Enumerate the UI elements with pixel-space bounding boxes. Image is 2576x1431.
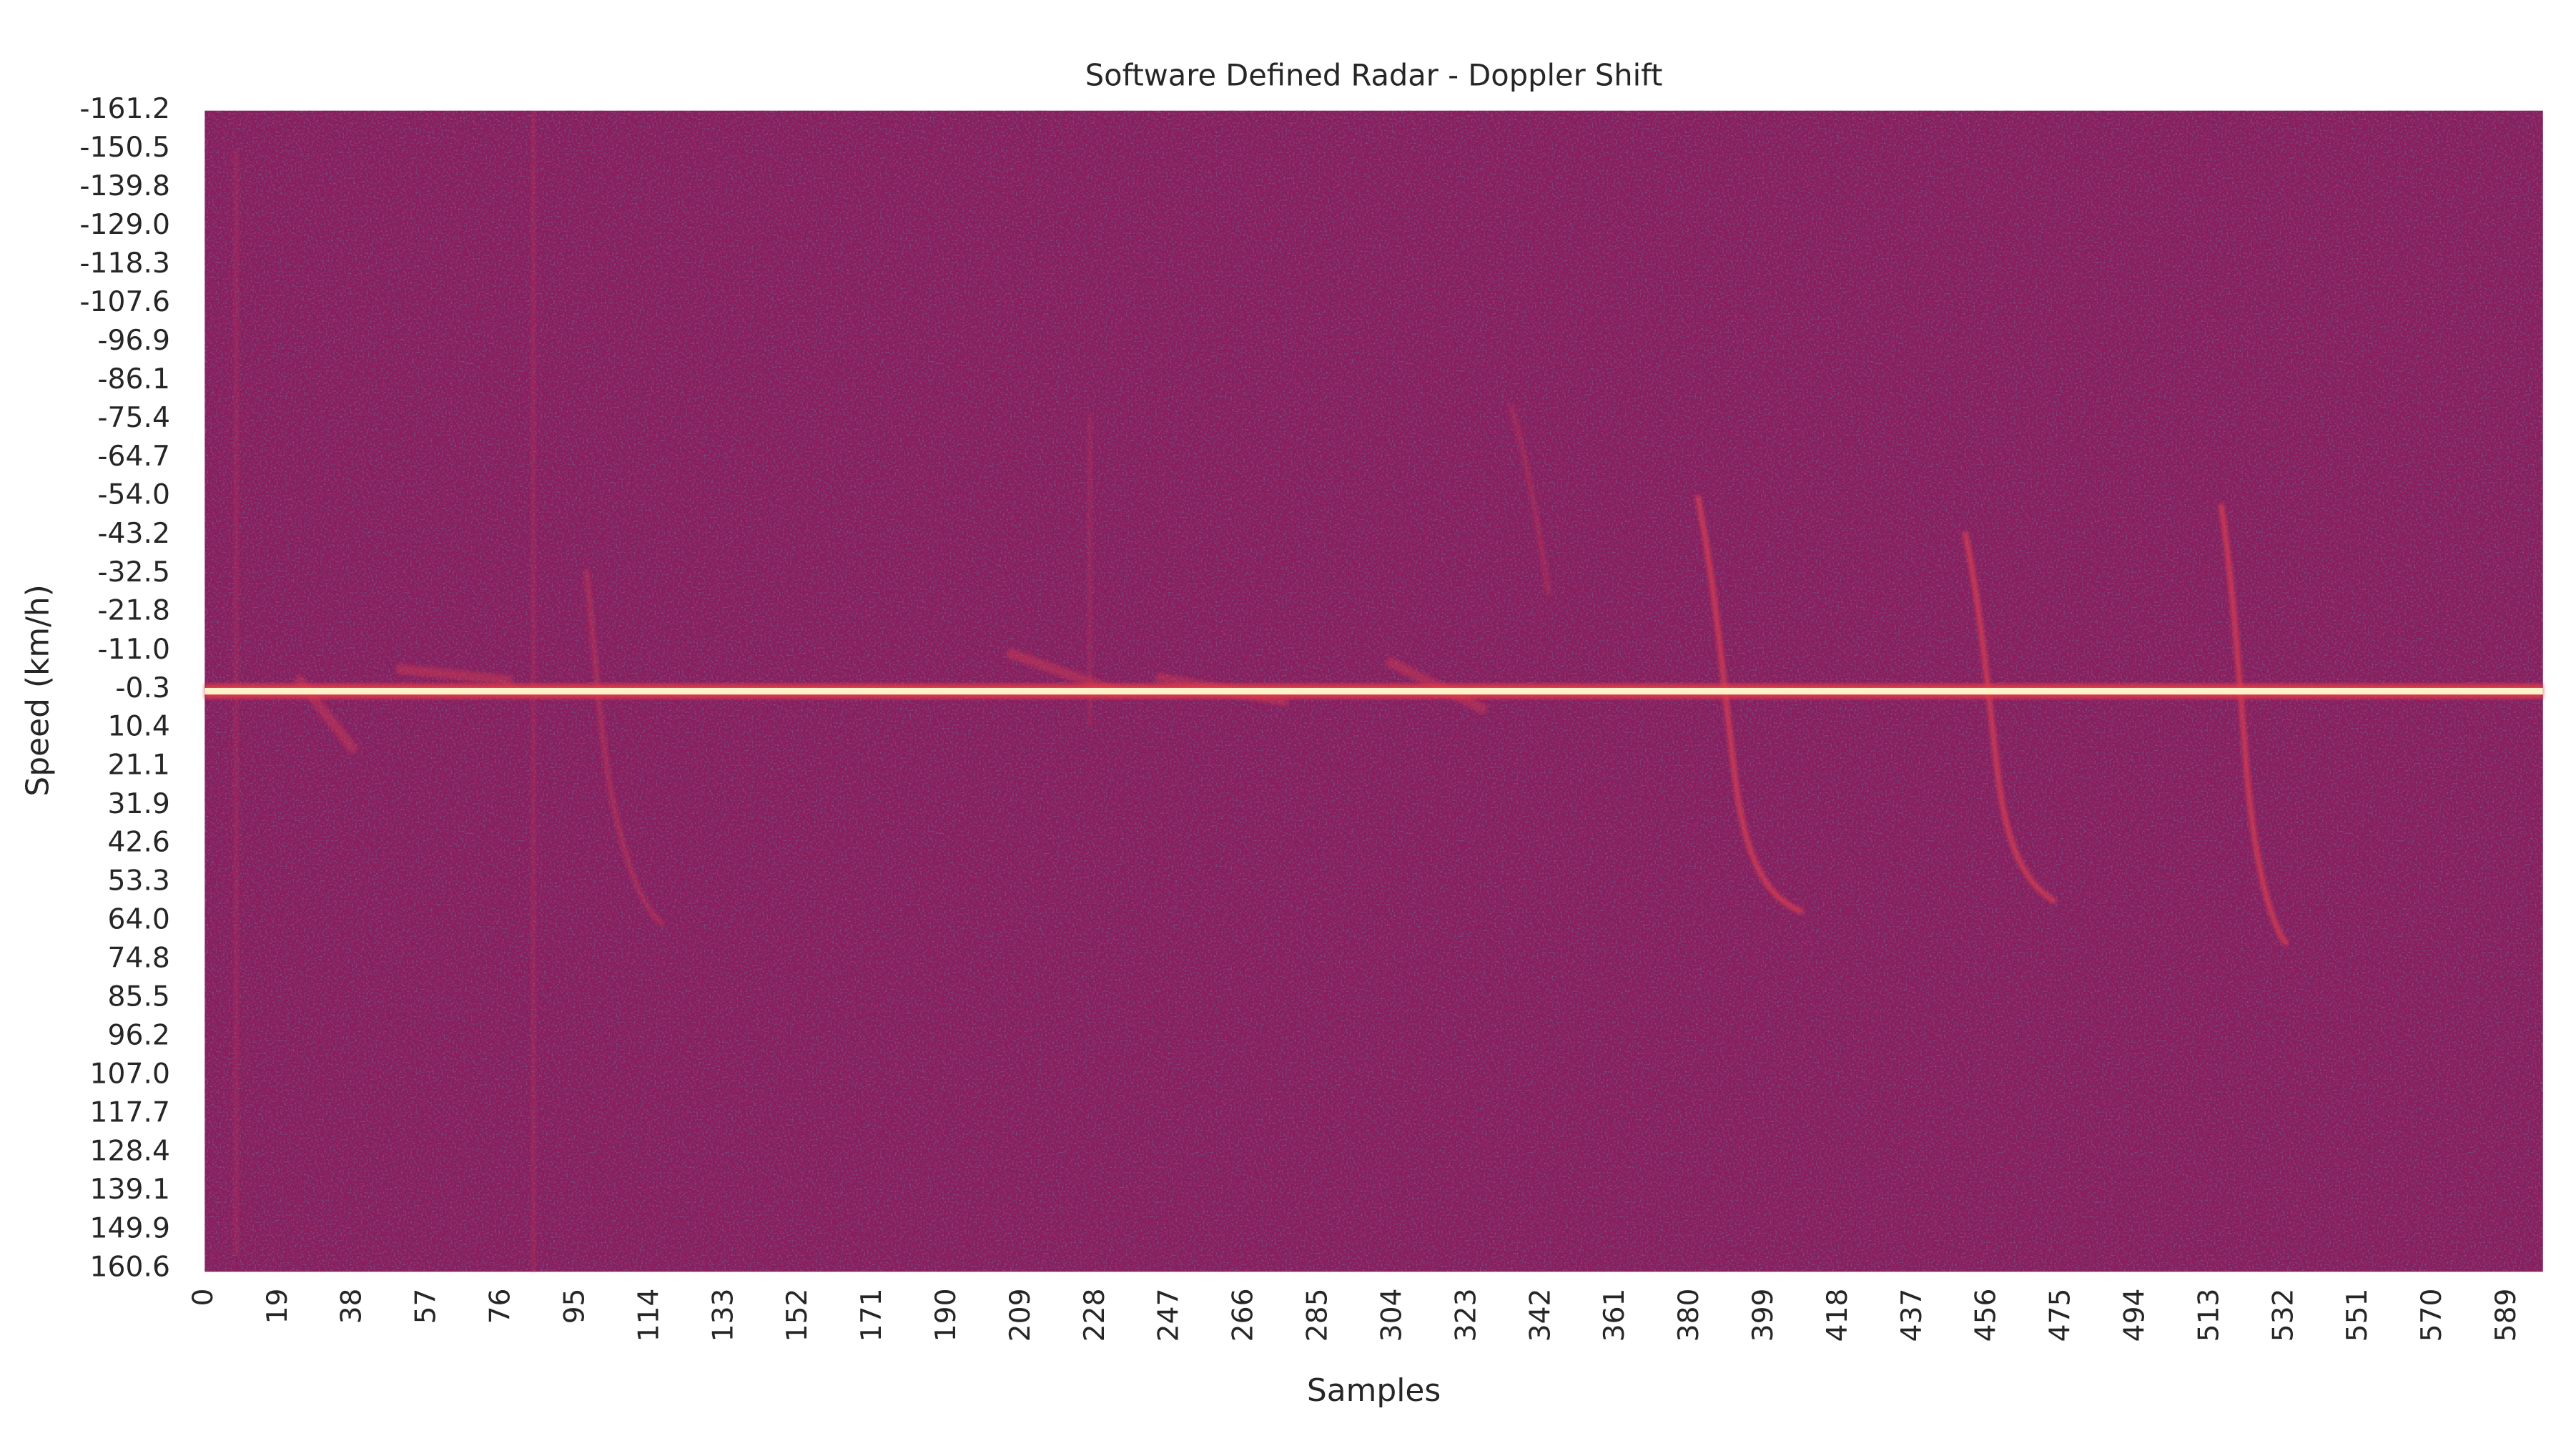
y-tick-label: -107.6	[79, 286, 170, 318]
y-tick-label: 139.1	[90, 1174, 170, 1206]
y-tick-label: -11.0	[97, 634, 170, 666]
y-tick-label: 64.0	[108, 903, 170, 935]
y-tick-label: 85.5	[108, 980, 170, 1013]
x-tick-label: 437	[1896, 1288, 1928, 1342]
x-tick-label: 19	[262, 1288, 294, 1324]
signal-trace	[2218, 503, 2289, 947]
x-tick-label: 570	[2416, 1288, 2448, 1342]
y-tick-label: 160.6	[90, 1251, 170, 1283]
y-tick-label: -96.9	[97, 325, 170, 357]
y-tick-label: -0.3	[115, 672, 170, 704]
x-tick-label: 285	[1302, 1288, 1334, 1342]
x-tick-label: 418	[1822, 1288, 1854, 1342]
x-tick-label: 551	[2341, 1288, 2374, 1342]
y-tick-label: -32.5	[97, 556, 170, 589]
x-tick-label: 494	[2119, 1288, 2151, 1342]
y-tick-label: -118.3	[79, 247, 170, 280]
x-tick-label: 380	[1673, 1288, 1705, 1342]
y-tick-label: 21.1	[108, 749, 170, 781]
y-tick-label: 96.2	[108, 1019, 170, 1051]
y-tick-label: 53.3	[108, 865, 170, 897]
x-tick-label: 133	[707, 1288, 739, 1342]
heatmap	[204, 110, 2543, 1272]
x-tick-label: 152	[781, 1288, 814, 1342]
x-tick-label: 323	[1450, 1288, 1482, 1342]
x-tick-label: 38	[336, 1288, 368, 1324]
x-tick-label: 95	[558, 1288, 591, 1324]
y-tick-label: -150.5	[79, 132, 170, 164]
x-tick-label: 475	[2045, 1288, 2077, 1342]
chart-title: Software Defined Radar - Doppler Shift	[1085, 58, 1663, 93]
x-tick-label: 209	[1005, 1288, 1037, 1342]
x-axis-label: Samples	[1307, 1372, 1441, 1409]
signal-trace	[1694, 495, 1805, 915]
y-tick-label: 74.8	[108, 943, 170, 975]
signal-trace	[1508, 403, 1551, 595]
y-tick-label: -54.0	[97, 479, 170, 511]
signal-trace	[583, 569, 666, 928]
x-tick-label: 266	[1228, 1288, 1260, 1342]
y-tick-label: 107.0	[90, 1058, 170, 1091]
y-axis-label: Speed (km/h)	[19, 584, 56, 796]
x-tick-label: 342	[1524, 1288, 1556, 1342]
x-tick-label: 0	[187, 1288, 219, 1306]
x-tick-label: 532	[2267, 1288, 2299, 1342]
y-tick-label: -161.2	[79, 93, 170, 125]
y-tick-label: 42.6	[108, 827, 170, 859]
y-tick-label: -86.1	[97, 363, 170, 395]
x-tick-label: 76	[485, 1288, 517, 1324]
signal-trace	[1963, 531, 2058, 905]
x-tick-label: 589	[2490, 1288, 2522, 1342]
x-tick-label: 304	[1376, 1288, 1408, 1342]
zero-doppler-line	[204, 687, 2543, 695]
y-tick-label: 31.9	[108, 788, 170, 820]
x-tick-label: 114	[633, 1288, 665, 1342]
y-tick-label: -139.8	[79, 170, 170, 202]
y-tick-label: -21.8	[97, 595, 170, 627]
signal-trace	[293, 647, 1489, 755]
y-tick-label: -129.0	[79, 209, 170, 241]
x-tick-label: 57	[410, 1288, 443, 1324]
x-tick-label: 247	[1153, 1288, 1185, 1342]
y-tick-label: 149.9	[90, 1212, 170, 1244]
x-tick-label: 228	[1079, 1288, 1111, 1342]
y-tick-label: 117.7	[90, 1096, 170, 1128]
x-tick-label: 171	[856, 1288, 888, 1342]
x-tick-label: 361	[1599, 1288, 1631, 1342]
y-tick-label: 10.4	[108, 711, 170, 743]
y-tick-label: -75.4	[97, 402, 170, 434]
y-tick-label: 128.4	[90, 1135, 170, 1167]
y-tick-label: -64.7	[97, 441, 170, 473]
x-tick-label: 456	[1970, 1288, 2003, 1342]
y-tick-label: -43.2	[97, 518, 170, 550]
x-tick-label: 190	[930, 1288, 962, 1342]
x-tick-label: 513	[2193, 1288, 2225, 1342]
x-tick-label: 399	[1747, 1288, 1780, 1342]
